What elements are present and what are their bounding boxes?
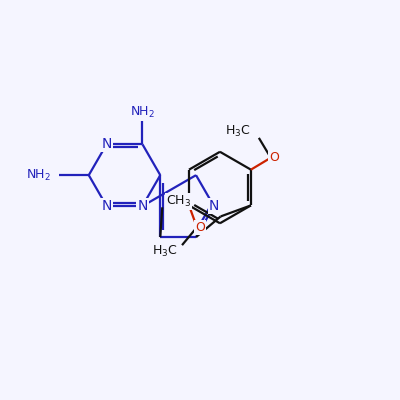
Text: N: N bbox=[102, 137, 112, 151]
Text: NH$_2$: NH$_2$ bbox=[130, 105, 155, 120]
Text: N: N bbox=[137, 199, 148, 213]
Text: O: O bbox=[195, 221, 205, 234]
Text: H$_3$C: H$_3$C bbox=[225, 124, 251, 140]
Text: N: N bbox=[209, 199, 219, 213]
Text: N: N bbox=[102, 199, 112, 213]
Text: NH$_2$: NH$_2$ bbox=[26, 168, 51, 183]
Text: H$_3$C: H$_3$C bbox=[152, 244, 177, 259]
Text: CH$_3$: CH$_3$ bbox=[166, 194, 191, 209]
Text: O: O bbox=[269, 151, 279, 164]
